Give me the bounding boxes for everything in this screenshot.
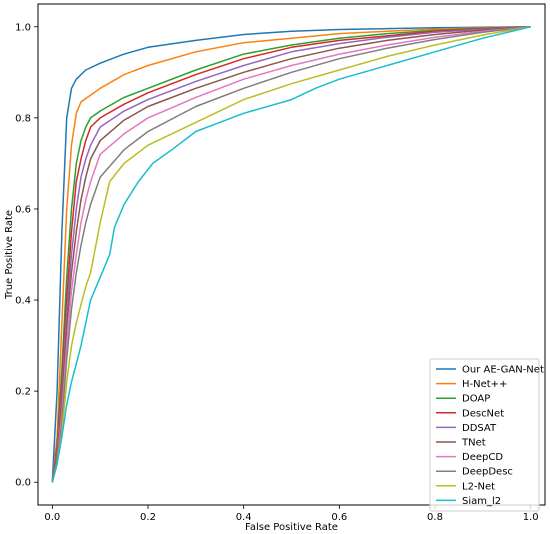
y-axis-ticks: 0.0 0.2 0.4 0.6 0.8 1.0 bbox=[15, 22, 38, 489]
legend-entry: TNet bbox=[461, 438, 486, 449]
series-line-0 bbox=[51, 26, 531, 483]
series-layer bbox=[51, 26, 531, 483]
legend-entry: DeepCD bbox=[462, 452, 503, 463]
y-tick-label: 0.0 bbox=[15, 478, 31, 489]
legend-entry: DeepDesc bbox=[462, 467, 513, 478]
series-line-9 bbox=[51, 26, 531, 483]
x-tick-label: 0.8 bbox=[427, 512, 443, 523]
legend-entry: L2-Net bbox=[462, 481, 495, 492]
y-tick-label: 0.2 bbox=[15, 387, 31, 398]
legend-entry: DOAP bbox=[462, 394, 490, 405]
x-axis-label: False Positive Rate bbox=[245, 522, 338, 533]
y-tick-label: 0.6 bbox=[15, 204, 31, 215]
series-line-8 bbox=[51, 26, 531, 483]
legend-frame bbox=[429, 358, 540, 512]
legend: Our AE-GAN-Net H-Net++ DOAP DescNet DDSAT TNe… bbox=[429, 358, 544, 512]
plot-frame bbox=[37, 3, 546, 506]
y-tick-label: 0.8 bbox=[15, 113, 31, 124]
series-line-1 bbox=[51, 26, 531, 483]
series-line-5 bbox=[51, 26, 531, 483]
legend-entry: DDSAT bbox=[462, 423, 497, 434]
x-tick-label: 0.2 bbox=[140, 512, 156, 523]
y-tick-label: 0.4 bbox=[15, 296, 31, 307]
y-axis-label: True Positive Rate bbox=[4, 210, 15, 300]
x-tick-label: 0.6 bbox=[331, 512, 347, 523]
x-tick-label: 0.4 bbox=[236, 512, 252, 523]
series-line-7 bbox=[51, 26, 531, 483]
x-tick-label: 0.0 bbox=[44, 512, 60, 523]
legend-entry: H-Net++ bbox=[462, 379, 507, 390]
series-line-6 bbox=[51, 26, 531, 483]
series-line-4 bbox=[51, 26, 531, 483]
y-tick-label: 1.0 bbox=[15, 22, 31, 33]
x-tick-label: 1.0 bbox=[523, 512, 539, 523]
legend-entry: DescNet bbox=[462, 408, 504, 419]
series-line-2 bbox=[51, 26, 531, 483]
legend-entry: Our AE-GAN-Net bbox=[462, 365, 544, 376]
series-line-3 bbox=[51, 26, 531, 483]
legend-entry: Siam_l2 bbox=[462, 496, 501, 507]
